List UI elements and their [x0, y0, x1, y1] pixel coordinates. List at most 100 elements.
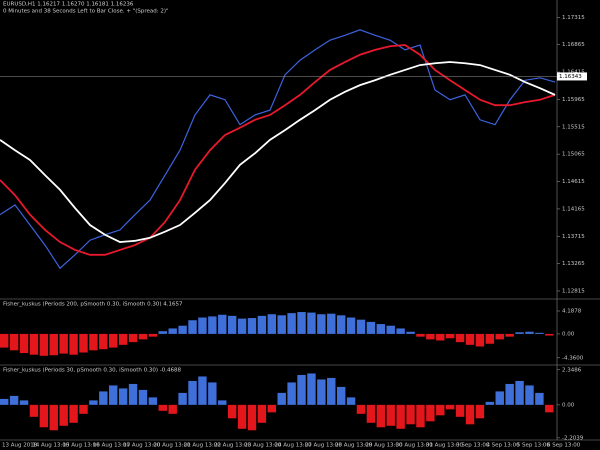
histogram-bar — [109, 385, 118, 405]
histogram-bar — [168, 404, 177, 414]
histogram-bar — [59, 333, 68, 354]
histogram-bar — [386, 404, 395, 426]
histogram-bar — [475, 404, 485, 419]
histogram-bar — [515, 380, 524, 405]
y-tick-label: 1.15965 — [562, 97, 585, 103]
histogram-bar — [406, 331, 415, 334]
histogram-bar — [39, 333, 49, 356]
current-price-box — [557, 72, 587, 81]
y-tick-label: 1.14615 — [562, 179, 585, 185]
y-tick-label: -4.3600 — [562, 355, 584, 361]
x-tick-label: 31 Aug 13:00 — [426, 443, 464, 449]
y-tick-label: 4.1878 — [562, 309, 582, 315]
histogram-bar — [0, 398, 9, 405]
histogram-bar — [218, 314, 227, 334]
histogram-bar — [59, 404, 68, 426]
histogram-bar — [545, 404, 554, 413]
histogram-bar — [465, 333, 475, 345]
histogram-bar — [29, 333, 39, 355]
y-tick-label: 1.16865 — [562, 42, 585, 48]
histogram-bar — [267, 314, 277, 334]
histogram-bar — [118, 388, 128, 405]
y-tick-label: 0.00 — [562, 402, 575, 408]
histogram-bar — [465, 404, 475, 425]
histogram-bar — [525, 385, 534, 405]
histogram-bar — [287, 382, 296, 405]
histogram-bar — [138, 333, 148, 340]
histogram-bar — [426, 333, 435, 340]
histogram-bar — [218, 400, 227, 405]
x-tick-label: 28 Aug 13:00 — [335, 443, 373, 449]
x-tick-label: 21 Aug 13:00 — [184, 443, 222, 449]
histogram-bar — [49, 404, 58, 431]
histogram-bar — [188, 320, 197, 334]
indicator-title: Fisher_kuskus (Periods 200, pSmooth 0.30… — [3, 302, 183, 308]
histogram-bar — [317, 314, 326, 334]
histogram-bar — [158, 331, 167, 334]
x-tick-label: 4 Sep 13:00 — [486, 443, 520, 449]
histogram-bar — [376, 404, 386, 428]
histogram-bar — [535, 392, 544, 405]
histogram-bar — [475, 333, 485, 347]
histogram-bar — [445, 333, 455, 339]
histogram-bar — [0, 333, 9, 348]
histogram-bar — [128, 383, 138, 405]
y-tick-label: 1.12815 — [562, 289, 585, 295]
y-tick-label: 1.14165 — [562, 206, 585, 212]
histogram-bar — [307, 312, 316, 334]
histogram-bar — [445, 404, 455, 410]
histogram-bar — [29, 404, 39, 417]
histogram-bar — [39, 404, 49, 428]
x-tick-label: 22 Aug 13:00 — [214, 443, 252, 449]
histogram-bar — [455, 404, 465, 417]
histogram-bar — [208, 382, 217, 405]
histogram-bar — [178, 392, 187, 405]
histogram-bar — [545, 333, 554, 336]
y-tick-label: 1.15065 — [562, 152, 585, 158]
x-tick-label: 30 Aug 13:00 — [396, 443, 434, 449]
histogram-bar — [247, 318, 257, 334]
histogram-bar — [148, 397, 158, 405]
indicator-title: Fisher_kuskus (Periods 30, pSmooth 0.30,… — [3, 368, 181, 374]
histogram-bar — [525, 331, 534, 334]
x-tick-label: 13 Aug 2018 — [2, 443, 38, 449]
histogram-bar — [346, 397, 356, 405]
histogram-bar — [277, 392, 286, 405]
histogram-bar — [426, 404, 435, 422]
histogram-bar — [366, 321, 376, 334]
y-tick-label: 2.3486 — [562, 367, 582, 373]
histogram-bar — [19, 400, 29, 405]
histogram-bar — [198, 376, 207, 405]
histogram-bar — [416, 404, 425, 428]
x-tick-label: 15 Aug 13:00 — [63, 443, 101, 449]
histogram-bar — [406, 404, 415, 425]
bar-timer: 0 Minutes and 38 Seconds Left to Bar Clo… — [3, 9, 169, 15]
histogram-bar — [89, 333, 98, 351]
histogram-bar — [89, 400, 98, 405]
histogram-bar — [455, 333, 465, 343]
histogram-bar — [188, 380, 197, 405]
histogram-bar — [178, 325, 187, 334]
histogram-bar — [257, 404, 267, 423]
x-tick-label: 27 Aug 13:00 — [305, 443, 343, 449]
histogram-bar — [495, 333, 504, 340]
x-tick-label: 17 Aug 13:00 — [123, 443, 161, 449]
histogram-bar — [396, 328, 405, 334]
histogram-bar — [535, 332, 544, 334]
histogram-bar — [9, 395, 19, 405]
histogram-bar — [327, 313, 336, 334]
x-tick-label: 14 Aug 13:00 — [32, 443, 70, 449]
histogram-bar — [168, 328, 177, 334]
x-tick-label: 29 Aug 13:00 — [365, 443, 403, 449]
x-tick-label: 16 Aug 13:00 — [93, 443, 131, 449]
histogram-bar — [327, 377, 336, 405]
histogram-bar — [336, 386, 346, 405]
price-line — [0, 61, 556, 243]
histogram-bar — [297, 374, 306, 405]
histogram-bar — [356, 404, 366, 414]
histogram-bar — [237, 318, 247, 334]
histogram-bar — [505, 383, 514, 405]
y-tick-label: 1.17315 — [562, 15, 585, 21]
histogram-bar — [79, 333, 88, 353]
